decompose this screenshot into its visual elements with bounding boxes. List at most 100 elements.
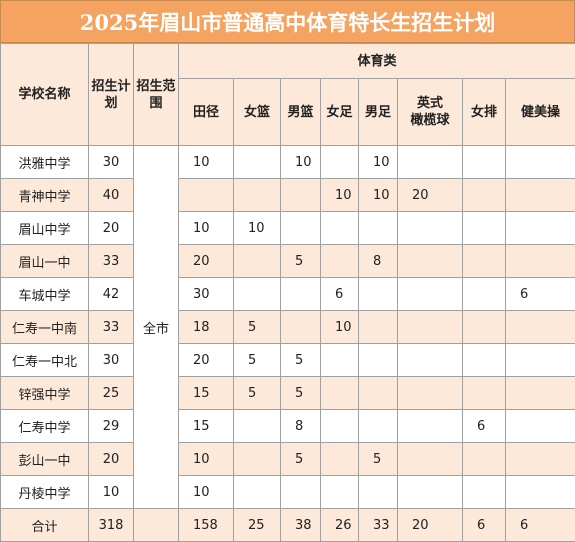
cell: 10 — [89, 476, 134, 509]
cell — [506, 245, 575, 278]
cell: 彭山一中 — [1, 443, 89, 476]
cell: 318 — [89, 509, 134, 542]
cell — [398, 377, 463, 410]
cell — [321, 410, 359, 443]
table: 学校名称招生计划招生范围体育类田径女篮男篮女足男足英式 橄榄球女排健美操 洪雅中… — [0, 43, 575, 542]
header-cell: 健美操 — [506, 79, 575, 146]
cell: 锌强中学 — [1, 377, 89, 410]
cell — [234, 476, 281, 509]
header-cell: 男篮 — [281, 79, 321, 146]
cell: 5 — [281, 344, 321, 377]
cell — [321, 476, 359, 509]
cell: 6 — [506, 509, 575, 542]
header-cell: 招生范围 — [134, 44, 179, 146]
cell: 15 — [179, 410, 234, 443]
cell: 42 — [89, 278, 134, 311]
cell: 20 — [89, 443, 134, 476]
cell: 10 — [359, 179, 398, 212]
cell — [398, 476, 463, 509]
cell: 10 — [179, 476, 234, 509]
cell — [506, 311, 575, 344]
cell: 5 — [281, 377, 321, 410]
cell: 10 — [234, 212, 281, 245]
header-cell: 英式 橄榄球 — [398, 79, 463, 146]
cell: 158 — [179, 509, 234, 542]
cell — [506, 179, 575, 212]
cell: 6 — [506, 278, 575, 311]
cell: 33 — [359, 509, 398, 542]
cell — [398, 278, 463, 311]
cell — [281, 212, 321, 245]
cell — [463, 278, 506, 311]
cell — [506, 212, 575, 245]
cell — [234, 146, 281, 179]
cell: 10 — [281, 146, 321, 179]
cell: 20 — [398, 509, 463, 542]
header-cell: 田径 — [179, 79, 234, 146]
cell — [359, 410, 398, 443]
cell — [398, 410, 463, 443]
cell — [463, 443, 506, 476]
cell: 26 — [321, 509, 359, 542]
cell: 丹棱中学 — [1, 476, 89, 509]
cell — [463, 146, 506, 179]
cell: 青神中学 — [1, 179, 89, 212]
cell: 15 — [179, 377, 234, 410]
cell — [398, 311, 463, 344]
cell — [281, 179, 321, 212]
cell — [234, 443, 281, 476]
cell: 5 — [359, 443, 398, 476]
cell — [506, 377, 575, 410]
cell — [398, 245, 463, 278]
cell — [179, 179, 234, 212]
header-cell: 学校名称 — [1, 44, 89, 146]
cell — [321, 146, 359, 179]
cell — [463, 377, 506, 410]
cell: 38 — [281, 509, 321, 542]
cell — [359, 212, 398, 245]
cell — [134, 509, 179, 542]
cell — [359, 344, 398, 377]
header-row: 学校名称招生计划招生范围体育类 — [1, 44, 575, 79]
cell — [359, 278, 398, 311]
cell — [506, 344, 575, 377]
cell: 眉山中学 — [1, 212, 89, 245]
cell: 6 — [463, 410, 506, 443]
cell: 5 — [281, 443, 321, 476]
cell: 40 — [89, 179, 134, 212]
cell: 5 — [234, 344, 281, 377]
cell — [234, 179, 281, 212]
cell — [506, 443, 575, 476]
cell: 5 — [281, 245, 321, 278]
cell: 10 — [321, 179, 359, 212]
cell — [398, 146, 463, 179]
cell — [359, 476, 398, 509]
cell — [463, 245, 506, 278]
cell: 6 — [321, 278, 359, 311]
cell: 25 — [89, 377, 134, 410]
cell: 5 — [234, 377, 281, 410]
cell — [398, 443, 463, 476]
cell — [463, 344, 506, 377]
cell — [281, 476, 321, 509]
cell — [398, 344, 463, 377]
cell: 33 — [89, 245, 134, 278]
cell — [321, 212, 359, 245]
cell: 10 — [179, 443, 234, 476]
cell: 眉山一中 — [1, 245, 89, 278]
cell — [463, 179, 506, 212]
header-cell: 女篮 — [234, 79, 281, 146]
cell: 30 — [89, 344, 134, 377]
cell: 20 — [398, 179, 463, 212]
cell — [281, 311, 321, 344]
